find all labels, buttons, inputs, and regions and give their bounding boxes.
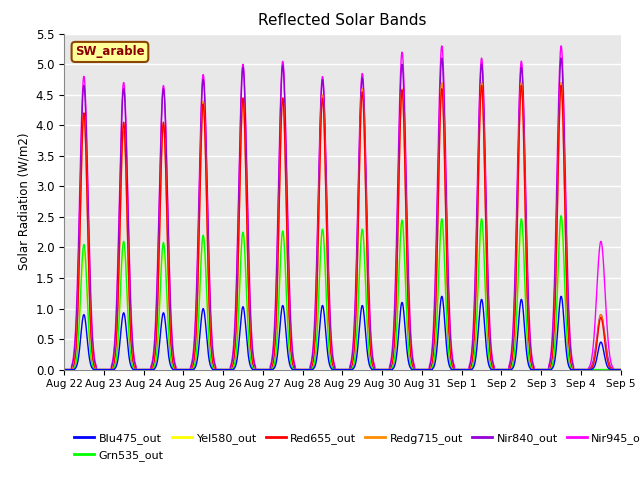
Redg715_out <box>252 367 260 372</box>
Text: SW_arable: SW_arable <box>75 46 145 59</box>
Yel580_out <box>512 333 520 339</box>
Nir945_out <box>557 43 565 48</box>
Red655_out <box>252 367 260 372</box>
Nir945_out <box>512 243 520 249</box>
Yel580_out <box>352 343 360 349</box>
Redg715_out <box>317 112 325 118</box>
Blu475_out <box>252 367 260 372</box>
Line: Grn535_out: Grn535_out <box>64 216 621 370</box>
Grn535_out <box>317 239 325 244</box>
Nir945_out <box>60 367 68 372</box>
Redg715_out <box>352 303 360 309</box>
Red655_out <box>352 308 360 313</box>
Blu475_out <box>557 293 565 299</box>
Nir840_out <box>252 367 260 372</box>
Blu475_out <box>60 367 68 372</box>
Blu475_out <box>352 358 360 363</box>
Legend: Blu475_out, Grn535_out, Yel580_out, Red655_out, Redg715_out, Nir840_out, Nir945_: Blu475_out, Grn535_out, Yel580_out, Red6… <box>70 429 640 465</box>
Nir840_out <box>317 94 325 100</box>
Yel580_out <box>317 239 325 244</box>
Line: Redg715_out: Redg715_out <box>64 83 621 370</box>
Redg715_out <box>512 284 520 289</box>
Line: Yel580_out: Yel580_out <box>64 217 621 370</box>
Blu475_out <box>609 367 617 372</box>
Red655_out <box>512 289 520 295</box>
Red655_out <box>609 367 617 372</box>
Nir840_out <box>617 367 625 372</box>
Red655_out <box>195 241 203 247</box>
Nir945_out <box>609 364 617 370</box>
Nir840_out <box>195 204 203 210</box>
Redg715_out <box>557 80 565 85</box>
Blu475_out <box>195 343 203 349</box>
Red655_out <box>617 367 625 372</box>
Yel580_out <box>557 214 565 220</box>
Nir945_out <box>252 367 260 372</box>
Grn535_out <box>617 367 625 372</box>
Line: Red655_out: Red655_out <box>64 85 621 370</box>
Grn535_out <box>557 213 565 218</box>
Redg715_out <box>60 367 68 372</box>
Red655_out <box>60 367 68 372</box>
Nir945_out <box>317 90 325 96</box>
Nir945_out <box>352 267 360 273</box>
Nir945_out <box>195 192 203 198</box>
Yel580_out <box>617 367 625 372</box>
Red655_out <box>557 83 565 88</box>
Yel580_out <box>195 310 203 316</box>
Redg715_out <box>195 235 203 241</box>
Title: Reflected Solar Bands: Reflected Solar Bands <box>258 13 427 28</box>
Redg715_out <box>617 367 625 372</box>
Line: Blu475_out: Blu475_out <box>64 296 621 370</box>
Red655_out <box>317 116 325 122</box>
Nir840_out <box>609 366 617 372</box>
Grn535_out <box>352 342 360 348</box>
Yel580_out <box>252 367 260 372</box>
Blu475_out <box>512 353 520 359</box>
Grn535_out <box>195 309 203 314</box>
Nir840_out <box>60 367 68 372</box>
Grn535_out <box>60 367 68 372</box>
Nir840_out <box>512 256 520 262</box>
Redg715_out <box>609 367 617 372</box>
Grn535_out <box>252 367 260 372</box>
Nir840_out <box>557 55 565 61</box>
Blu475_out <box>617 367 625 372</box>
Line: Nir840_out: Nir840_out <box>64 58 621 370</box>
Yel580_out <box>60 367 68 372</box>
Grn535_out <box>609 367 617 372</box>
Y-axis label: Solar Radiation (W/m2): Solar Radiation (W/m2) <box>17 133 30 270</box>
Nir840_out <box>352 278 360 284</box>
Line: Nir945_out: Nir945_out <box>64 46 621 370</box>
Blu475_out <box>317 309 325 314</box>
Nir945_out <box>617 367 625 372</box>
Yel580_out <box>609 367 617 372</box>
Grn535_out <box>512 332 520 337</box>
